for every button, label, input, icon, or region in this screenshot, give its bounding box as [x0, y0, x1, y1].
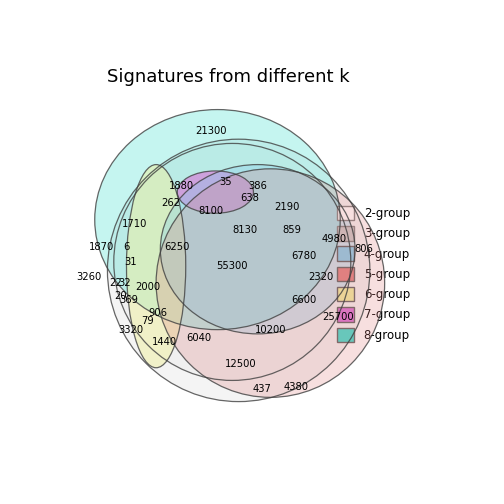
Ellipse shape	[160, 165, 355, 334]
Text: 3320: 3320	[118, 325, 143, 335]
Text: 12500: 12500	[225, 358, 257, 368]
Text: 386: 386	[248, 181, 267, 191]
Text: 8130: 8130	[232, 225, 258, 235]
Text: 2190: 2190	[275, 202, 300, 212]
Text: 1870: 1870	[89, 242, 114, 252]
Text: 55300: 55300	[217, 261, 248, 271]
Text: 6600: 6600	[292, 295, 317, 305]
Ellipse shape	[177, 171, 254, 213]
Text: 806: 806	[354, 244, 373, 254]
Text: 6780: 6780	[292, 250, 317, 261]
Text: 20: 20	[114, 291, 127, 301]
Text: 2320: 2320	[308, 272, 334, 282]
Ellipse shape	[107, 139, 370, 402]
Title: Signatures from different k: Signatures from different k	[107, 68, 349, 86]
Text: 1880: 1880	[169, 181, 194, 191]
Text: 906: 906	[149, 308, 168, 318]
Text: 31: 31	[124, 257, 137, 267]
Text: 79: 79	[141, 316, 154, 326]
Legend: 2-group, 3-group, 4-group, 5-group, 6-group, 7-group, 8-group: 2-group, 3-group, 4-group, 5-group, 6-gr…	[333, 202, 413, 346]
Text: 21300: 21300	[196, 125, 227, 136]
Text: 8100: 8100	[199, 206, 224, 216]
Ellipse shape	[114, 144, 351, 381]
Text: 6: 6	[123, 242, 130, 252]
Text: 1710: 1710	[122, 219, 148, 229]
Ellipse shape	[127, 165, 186, 368]
Text: 1440: 1440	[152, 337, 177, 347]
Text: 25700: 25700	[322, 312, 354, 322]
Text: 35: 35	[220, 176, 232, 186]
Text: 2000: 2000	[135, 282, 160, 292]
Text: 369: 369	[119, 295, 138, 305]
Text: 6250: 6250	[165, 242, 190, 252]
Text: 4380: 4380	[283, 382, 308, 392]
Text: 638: 638	[240, 194, 259, 204]
Text: 32: 32	[118, 278, 131, 288]
Text: 437: 437	[253, 384, 271, 394]
Text: 6040: 6040	[186, 333, 211, 343]
Text: 4980: 4980	[322, 234, 346, 243]
Text: 3260: 3260	[76, 272, 101, 282]
Text: 10200: 10200	[255, 325, 286, 335]
Ellipse shape	[95, 109, 340, 330]
Ellipse shape	[156, 169, 385, 397]
Text: 262: 262	[161, 198, 180, 208]
Text: 859: 859	[282, 225, 301, 235]
Text: 22: 22	[109, 278, 122, 288]
